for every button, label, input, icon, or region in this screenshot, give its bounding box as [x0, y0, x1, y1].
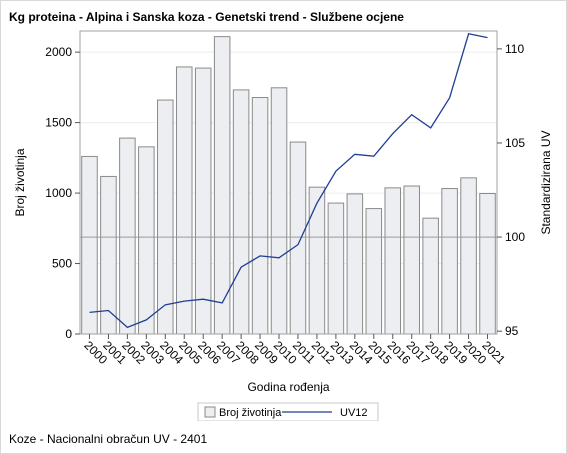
bar [441, 188, 458, 335]
chart-title: Kg proteina - Alpina i Sanska koza - Gen… [9, 10, 404, 24]
legend-bar-label: Broj životinja [219, 407, 282, 419]
bar [346, 193, 364, 335]
y-tick-label: 1500 [45, 116, 72, 130]
bar [232, 89, 250, 335]
bar [213, 36, 231, 335]
x-axis-label: Godina rođenja [247, 380, 329, 394]
y-tick-label: 0 [65, 327, 72, 341]
y-tick-label: 2000 [45, 45, 72, 59]
bars [81, 36, 496, 335]
y2-tick-label: 110 [505, 42, 524, 56]
bar [403, 185, 420, 335]
bar [365, 208, 383, 335]
bar [119, 137, 136, 335]
y2-tick-label: 95 [505, 324, 519, 338]
bar [308, 186, 326, 335]
bar [270, 87, 288, 335]
bar [384, 187, 402, 335]
bar [157, 99, 174, 335]
y-tick-label: 500 [52, 257, 72, 271]
y2-tick-label: 100 [505, 230, 525, 244]
bar [289, 141, 307, 335]
footnote: Koze - Nacionalni obračun UV - 2401 [9, 432, 208, 446]
plot-frame [79, 30, 498, 335]
legend-bar-swatch [204, 406, 216, 418]
bar [460, 177, 477, 335]
x-axis: 2000200120022003200420052006200720082009… [81, 334, 508, 367]
uv12-line [89, 33, 488, 329]
y2-axis-label: Standardizirana UV [539, 130, 553, 234]
legend: Broj životinja UV12 [197, 402, 379, 421]
legend-line-label: UV12 [340, 407, 368, 419]
bar [175, 66, 193, 335]
bar [251, 97, 269, 335]
bar [81, 155, 98, 335]
bar [422, 217, 439, 335]
bar [327, 202, 345, 335]
y-axis-right: 95 100 105 110 [497, 42, 525, 338]
y2-tick-label: 105 [505, 136, 525, 150]
bar [138, 146, 155, 335]
y-axis-label: Broj životinja [13, 148, 27, 216]
y-tick-label: 1000 [45, 186, 72, 200]
y-axis-left: 0 500 1000 1500 2000 [45, 45, 80, 341]
bar [479, 192, 496, 335]
bar [194, 67, 212, 335]
chart-canvas: 0 500 1000 1500 2000 95 100 105 110 20002001200… [13, 30, 553, 421]
